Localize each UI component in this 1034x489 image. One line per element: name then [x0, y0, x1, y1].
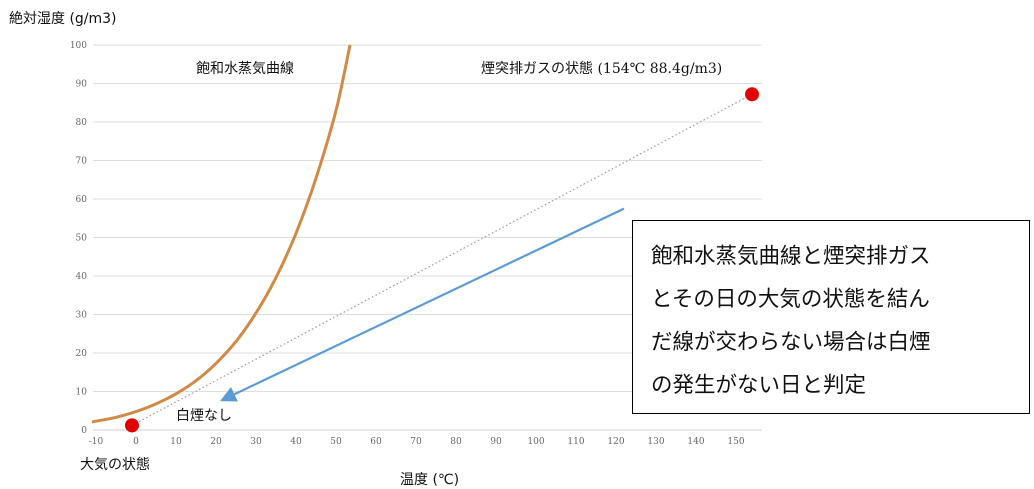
y-tick-label: 70: [76, 157, 88, 167]
x-tick-label: 130: [647, 437, 664, 447]
y-tick-label: 20: [76, 349, 88, 359]
x-tick-label: 40: [290, 437, 302, 447]
y-axis-title: 絶対湿度 (g/m3): [9, 11, 117, 27]
y-tick-labels: 0 10 20 30 40 50 60 70 80 90 100: [70, 41, 87, 436]
x-tick-label: 110: [567, 437, 584, 447]
y-tick-label: 90: [76, 80, 88, 90]
point-flue-gas: [745, 87, 759, 102]
x-tick-label: 30: [250, 437, 262, 447]
blue-arrow: [220, 207, 625, 402]
point-atmosphere: [125, 418, 139, 433]
callout-line: とその日の大気の状態を結ん: [651, 287, 930, 312]
x-tick-label: 120: [607, 437, 624, 447]
callout-box: 飽和水蒸気曲線と煙突排ガス とその日の大気の状態を結ん だ線が交わらない場合は白…: [632, 220, 1030, 414]
x-tick-label: 70: [410, 437, 422, 447]
curve-label: 飽和水蒸気曲線: [196, 60, 294, 77]
saturation-curve: [91, 44, 352, 424]
x-tick-label: 50: [330, 437, 342, 447]
arrow-shaft: [233, 207, 625, 396]
y-tick-label: 60: [76, 195, 88, 205]
x-tick-label: -10: [89, 437, 104, 447]
y-tick-label: 80: [76, 118, 88, 128]
x-tick-label: 0: [133, 437, 139, 447]
x-tick-label: 80: [450, 437, 462, 447]
x-tick-labels: -10 0 10 20 30 40 50 60 70 80 90 100 110 120 130 140 150: [89, 437, 745, 447]
callout-line: 飽和水蒸気曲線と煙突排ガス: [651, 244, 931, 269]
x-axis-title: 温度 (℃): [400, 472, 459, 488]
x-tick-label: 140: [687, 437, 704, 447]
x-tick-label: 10: [170, 437, 182, 447]
x-tick-label: 60: [370, 437, 382, 447]
y-tick-label: 50: [76, 234, 88, 244]
flue-gas-label: 煙突排ガスの状態 (154℃ 88.4g/m3): [481, 61, 722, 77]
y-tick-label: 0: [81, 426, 87, 436]
x-tick-label: 150: [727, 437, 744, 447]
x-tick-label: 20: [210, 437, 222, 447]
connecting-line: [131, 93, 753, 426]
no-smoke-label: 白煙なし: [176, 408, 232, 424]
y-tick-label: 30: [76, 311, 88, 321]
x-tick-label: 90: [490, 437, 502, 447]
y-tick-label: 10: [76, 388, 88, 398]
callout-line: の発生がない日と判定: [651, 373, 867, 398]
x-tick-label: 100: [527, 437, 544, 447]
y-tick-label: 100: [70, 41, 87, 51]
arrow-head: [220, 387, 238, 402]
callout-line: だ線が交わらない場合は白煙: [651, 330, 931, 355]
atmosphere-label: 大気の状態: [80, 457, 150, 473]
y-tick-label: 40: [76, 272, 88, 282]
